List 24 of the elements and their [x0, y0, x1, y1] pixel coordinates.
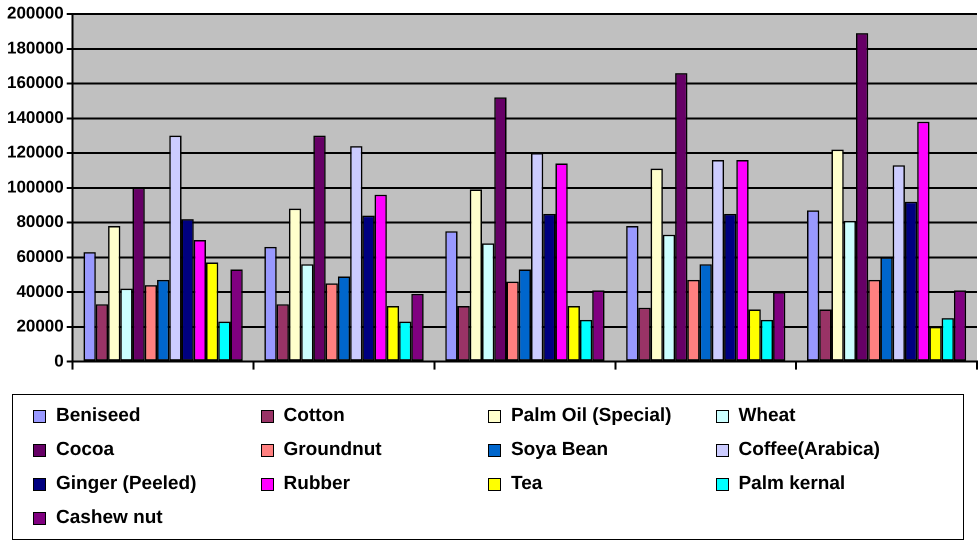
y-tick-label: 180000: [6, 38, 64, 58]
legend-label: Cashew nut: [56, 507, 163, 529]
legend-label: Soya Bean: [511, 439, 608, 461]
y-tick-label: 60000: [16, 247, 64, 266]
legend-label: Wheat: [738, 405, 796, 427]
legend-label: Groundnut: [284, 439, 382, 461]
legend-label: Rubber: [284, 473, 350, 495]
y-tick-label: 100000: [6, 177, 64, 196]
legend-label: Cocoa: [56, 439, 114, 461]
y-tick-label: 20000: [16, 316, 64, 336]
y-tick-label: 160000: [6, 73, 64, 92]
y-tick-label: 140000: [6, 108, 64, 127]
y-tick-label: 0: [54, 351, 64, 370]
legend-label: Palm kernal: [738, 473, 846, 495]
legend-label: Cotton: [284, 405, 345, 427]
y-tick-label: 80000: [16, 212, 64, 232]
y-tick-label: 120000: [6, 142, 64, 162]
legend-label: Tea: [511, 473, 542, 495]
legend-label: Coffee(Arabica): [738, 439, 880, 461]
y-tick-label: 200000: [6, 4, 64, 23]
legend-label: Beniseed: [56, 405, 140, 427]
y-tick-label: 40000: [16, 282, 64, 301]
legend-label: Palm Oil (Special): [511, 405, 672, 427]
legend-label: Ginger (Peeled): [56, 473, 196, 495]
